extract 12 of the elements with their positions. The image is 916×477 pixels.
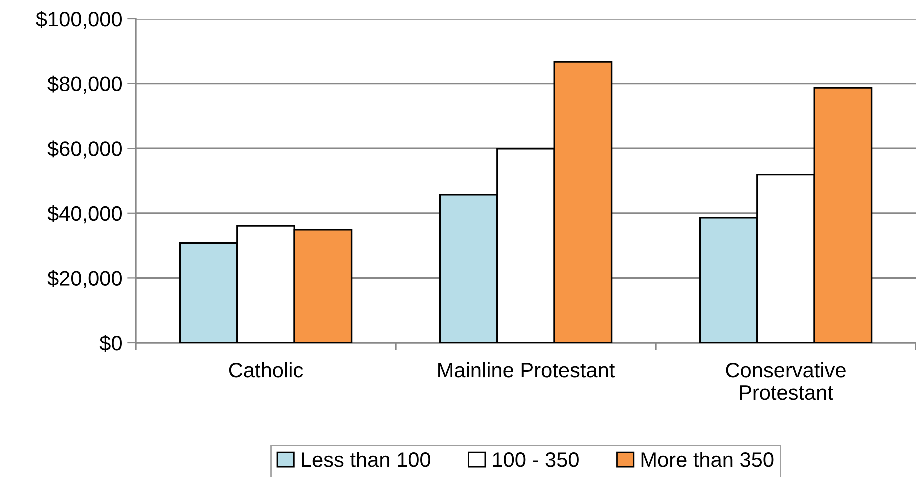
y-tick-label: $20,000 (48, 270, 122, 288)
legend-label: Less than 100 (302, 452, 430, 468)
legend-label: More than 350 (642, 452, 774, 468)
y-tick-label: $40,000 (48, 206, 122, 224)
y-tick-label: $60,000 (48, 140, 122, 159)
y-tick-label: $0 (100, 335, 122, 352)
y-tick-label: $100,000 (36, 11, 122, 30)
y-tick-label: $80,000 (48, 76, 122, 94)
legend-label: 100 - 350 (493, 452, 579, 468)
x-tick-label: Conservative Protestant (726, 362, 846, 400)
x-tick-label: Catholic (229, 362, 304, 378)
x-tick-label: Mainline Protestant (438, 362, 616, 378)
